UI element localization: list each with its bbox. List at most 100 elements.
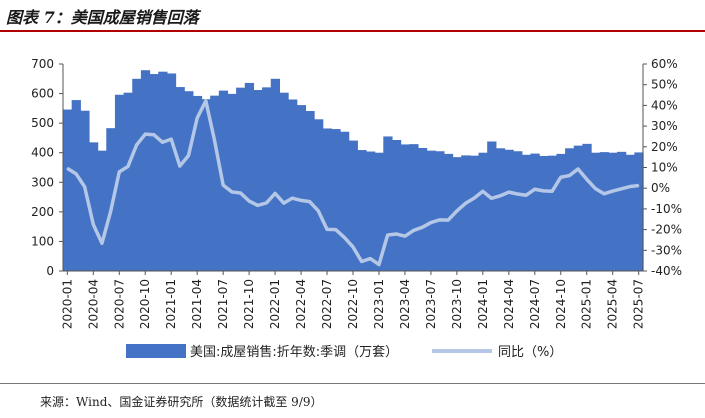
sales-bar-2022-03	[288, 99, 298, 272]
yoy-point-2021-04	[196, 117, 198, 119]
x-tick-label: 2024-01	[476, 279, 490, 329]
source-rule	[0, 383, 705, 384]
y-right-tick-label: -20%	[651, 223, 682, 237]
sales-bar-2023-08	[435, 151, 445, 271]
y-right-tick-label: 50%	[651, 78, 678, 92]
x-tick-label: 2025-07	[632, 279, 646, 329]
yoy-point-2024-10	[559, 176, 562, 179]
yoy-point-2024-02	[490, 197, 493, 200]
sales-bar-2021-03	[184, 91, 194, 272]
y-right-tick-label: 60%	[651, 57, 678, 71]
sales-bar-2020-04	[88, 142, 99, 271]
y-right-tick-label: 20%	[651, 140, 678, 154]
yoy-point-2024-09	[551, 190, 553, 193]
yoy-point-2024-12	[577, 168, 579, 170]
yoy-point-2022-06	[317, 210, 320, 212]
x-tick-label: 2020-04	[86, 279, 100, 329]
y-right-tick-label: -40%	[651, 264, 682, 278]
yoy-point-2021-05	[205, 100, 207, 102]
yoy-point-2020-02	[75, 172, 77, 175]
sales-bar-2024-08	[539, 155, 549, 271]
x-tick-label: 2024-04	[502, 279, 516, 329]
x-tick-label: 2025-04	[606, 279, 620, 329]
sales-area-layer	[63, 70, 644, 272]
sales-bar-2020-05	[97, 150, 107, 271]
yoy-point-2021-10	[248, 200, 250, 202]
sales-bar-2025-06	[625, 154, 635, 271]
yoy-point-2024-04	[508, 191, 510, 193]
sales-bar-2024-02	[487, 141, 497, 271]
sales-bar-2023-10	[452, 157, 462, 271]
x-tick-label: 2023-10	[450, 279, 464, 329]
sales-bar-2023-05	[409, 144, 419, 271]
yoy-point-2020-10	[144, 133, 147, 135]
sales-bar-2021-02	[175, 87, 185, 271]
figure-title: 图表 7：美国成屋销售回落	[6, 8, 199, 27]
yoy-point-2020-05	[101, 242, 103, 245]
sales-bar-2020-01	[63, 109, 73, 271]
yoy-point-2021-07	[222, 184, 224, 186]
yoy-point-2022-03	[291, 197, 294, 199]
y-right-tick-label: -30%	[651, 243, 682, 257]
sales-bar-2021-01	[166, 73, 177, 272]
x-tick-label: 2020-10	[138, 279, 152, 329]
sales-bar-2022-08	[331, 129, 341, 271]
sales-bar-2024-05	[513, 151, 523, 271]
sales-bar-2020-09	[132, 78, 142, 271]
sales-bar-2025-05	[617, 151, 627, 271]
y-left-tick-label: 100	[31, 234, 54, 248]
sales-bar-2021-09	[236, 87, 246, 271]
legend-swatch-sales	[126, 344, 186, 358]
source-note: 来源：Wind、国金证券研究所（数据统计截至 9/9）	[40, 395, 323, 409]
yoy-point-2022-02	[282, 202, 285, 204]
sales-bar-2023-11	[461, 155, 471, 271]
sales-bar-2021-10	[244, 82, 255, 272]
x-tick-label: 2020-01	[60, 279, 74, 329]
x-tick-label: 2022-10	[346, 279, 360, 329]
yoy-point-2023-03	[395, 233, 398, 235]
sales-bar-2021-12	[262, 87, 272, 271]
legend: 美国:成屋销售:折年数:季调（万套） 同比（%）	[126, 344, 562, 360]
sales-bar-2024-10	[556, 153, 566, 271]
sales-bar-2020-02	[71, 100, 81, 271]
yoy-point-2024-11	[568, 174, 571, 177]
axes-layer: 0 100 200 300 400 500 600 700 -40% -30% -20% -10% 0%…	[31, 57, 682, 329]
yoy-point-2025-02	[594, 187, 597, 190]
x-tick-label: 2022-04	[294, 279, 308, 329]
yoy-point-2025-06	[629, 185, 631, 188]
yoy-point-2020-04	[92, 223, 95, 226]
yoy-point-2021-12	[265, 202, 268, 204]
x-tick-label: 2023-01	[372, 279, 386, 329]
x-tick-label: 2022-07	[320, 279, 334, 329]
sales-bar-2022-12	[365, 151, 376, 271]
yoy-point-2025-05	[620, 188, 623, 190]
legend-label-yoy: 同比（%）	[498, 345, 562, 360]
sales-bar-2020-06	[106, 128, 116, 271]
y-right-tick-label: 10%	[651, 161, 678, 175]
sales-bar-2020-12	[158, 71, 168, 271]
sales-bar-2022-10	[348, 140, 358, 271]
yoy-point-2021-03	[187, 154, 190, 157]
yoy-point-2021-09	[239, 192, 242, 194]
yoy-point-2024-05	[516, 193, 519, 195]
y-right-tick-label: 0%	[651, 181, 670, 195]
yoy-point-2023-11	[464, 202, 467, 205]
yoy-point-2023-06	[421, 226, 424, 229]
yoy-point-2024-01	[482, 190, 484, 193]
y-left-tick-label: 700	[31, 57, 54, 71]
yoy-point-2023-12	[473, 197, 475, 199]
sales-bar-2023-03	[391, 140, 402, 271]
yoy-point-2025-03	[603, 192, 605, 195]
sales-bar-2021-06	[210, 95, 220, 271]
sales-bar-2024-06	[521, 154, 532, 271]
yoy-point-2023-05	[412, 229, 415, 232]
yoy-point-2024-06	[525, 194, 527, 197]
yoy-point-2022-01	[274, 192, 276, 195]
sales-bar-2022-06	[314, 119, 324, 271]
sales-bar-2025-03	[599, 152, 609, 271]
x-tick-label: 2024-10	[554, 279, 568, 329]
yoy-point-2021-11	[256, 204, 259, 207]
sales-bar-2023-02	[383, 136, 393, 271]
x-tick-label: 2024-07	[528, 279, 542, 329]
y-left-tick-label: 400	[31, 146, 54, 160]
